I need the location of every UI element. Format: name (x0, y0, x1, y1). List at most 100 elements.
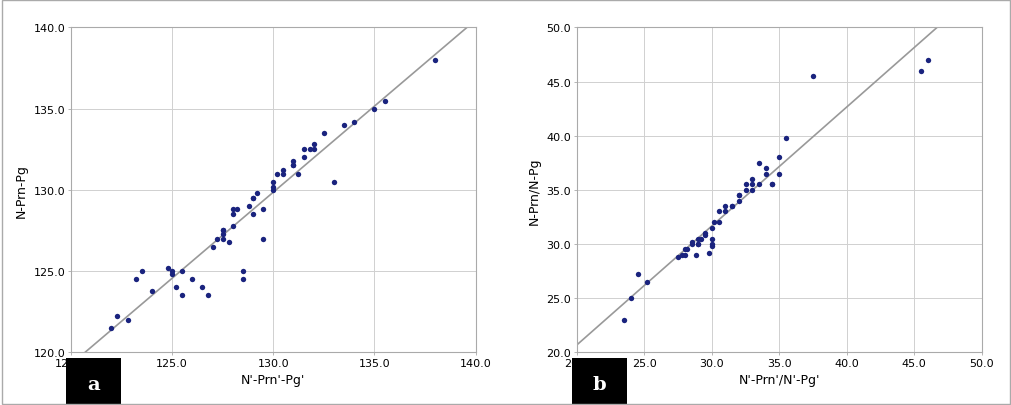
Point (622, 295, 638, 302)
Point (717, 209, 733, 215)
Point (127, 276, 144, 283)
Point (103, 325, 119, 331)
Point (285, 158, 301, 164)
Point (638, 279, 654, 286)
Text: a: a (87, 375, 100, 393)
Point (214, 236, 231, 242)
Point (376, 98, 392, 104)
Point (750, 182, 766, 188)
Point (703, 241, 719, 247)
Point (224, 223, 241, 229)
Point (730, 192, 746, 199)
Point (757, 166, 773, 172)
Point (737, 187, 753, 194)
Point (703, 225, 719, 231)
Point (912, 68, 928, 75)
Point (275, 168, 291, 174)
Point (676, 247, 693, 253)
Point (616, 317, 632, 323)
Point (214, 231, 231, 237)
X-axis label: N'-Prn'-Pg': N'-Prn'-Pg' (241, 373, 305, 386)
Point (315, 130, 332, 137)
Point (224, 211, 241, 218)
Point (305, 147, 321, 153)
Point (275, 171, 291, 177)
Point (249, 190, 265, 197)
Point (706, 220, 722, 226)
Point (682, 239, 699, 245)
Point (133, 268, 150, 275)
Point (757, 171, 773, 177)
Point (289, 171, 305, 177)
Point (235, 276, 251, 283)
Point (301, 147, 317, 153)
Point (770, 171, 787, 177)
Point (919, 58, 935, 64)
Point (730, 198, 746, 205)
Point (245, 195, 261, 202)
Point (336, 122, 352, 129)
Point (777, 135, 794, 142)
Point (241, 203, 257, 210)
Point (703, 243, 719, 250)
Point (669, 254, 685, 260)
Point (245, 195, 261, 202)
Point (194, 284, 210, 291)
Point (174, 292, 190, 299)
Point (673, 252, 690, 258)
Point (763, 182, 779, 188)
Point (737, 182, 753, 188)
Point (743, 187, 759, 194)
Point (723, 203, 739, 210)
Point (743, 182, 759, 188)
Point (710, 209, 726, 215)
Point (703, 236, 719, 242)
Point (119, 317, 135, 323)
Point (326, 179, 342, 185)
Point (723, 203, 739, 210)
Point (693, 236, 709, 242)
Point (346, 119, 362, 126)
Text: b: b (592, 375, 606, 393)
Point (763, 182, 779, 188)
Point (770, 155, 787, 161)
Point (164, 271, 180, 278)
Y-axis label: N-Prn/N-Pg: N-Prn/N-Pg (528, 157, 541, 224)
Point (204, 244, 220, 250)
Point (366, 106, 382, 113)
Point (701, 250, 717, 256)
Point (285, 163, 301, 169)
Point (629, 271, 645, 278)
Point (265, 184, 281, 190)
Point (690, 236, 706, 242)
Point (235, 268, 251, 275)
Point (730, 192, 746, 199)
Point (710, 220, 726, 226)
Point (743, 176, 759, 183)
Point (682, 241, 699, 247)
Point (184, 276, 200, 283)
Point (200, 292, 216, 299)
Point (804, 74, 820, 80)
Point (144, 288, 160, 294)
X-axis label: N'-Prn'/N'-Pg': N'-Prn'/N'-Pg' (738, 373, 819, 386)
Point (285, 163, 301, 169)
Point (678, 247, 695, 253)
Point (174, 268, 190, 275)
Point (208, 236, 224, 242)
Point (255, 236, 271, 242)
Point (427, 58, 443, 64)
Point (295, 155, 311, 161)
Point (697, 232, 713, 239)
Point (245, 211, 261, 218)
Point (686, 252, 703, 258)
Y-axis label: N-Prn-Pg: N-Prn-Pg (15, 164, 28, 217)
Point (269, 171, 285, 177)
Point (228, 207, 245, 213)
Point (220, 239, 237, 245)
Point (690, 241, 706, 247)
Point (265, 179, 281, 185)
Point (109, 313, 125, 320)
Point (717, 203, 733, 210)
Point (750, 160, 766, 166)
